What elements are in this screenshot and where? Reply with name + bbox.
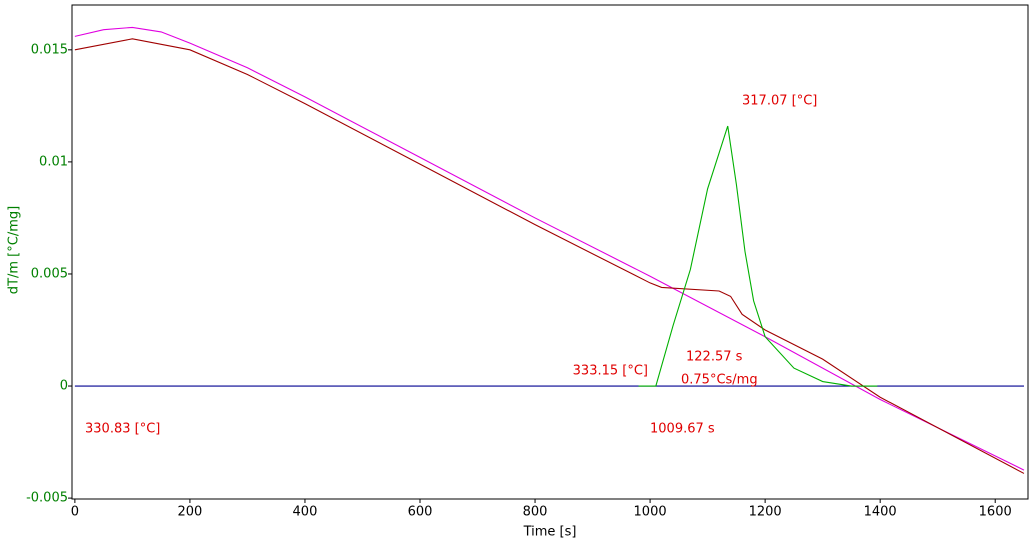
x-tick-label: 600: [408, 505, 433, 520]
annotation: 330.83 [°C]: [85, 422, 160, 437]
x-tick-label: 400: [293, 505, 318, 520]
data-line: [74, 38, 1025, 474]
annotation: 333.15 [°C]: [573, 364, 648, 379]
y-tick-label: 0.01: [39, 154, 68, 169]
plot-frame: [71, 4, 1029, 500]
annotation: 0.75°Cs/mg: [681, 373, 758, 388]
x-axis-label: Time [s]: [523, 525, 577, 540]
x-tick-label: 800: [523, 505, 548, 520]
x-tick-label: 200: [178, 505, 203, 520]
y-tick-label: -0.005: [26, 491, 68, 506]
y-tick-label: 0: [60, 379, 68, 394]
annotation: 317.07 [°C]: [742, 94, 817, 109]
y-axis-label: dT/m [°C/mg]: [7, 206, 22, 294]
x-tick-label: 1000: [634, 505, 667, 520]
x-tick-label: 0: [71, 505, 79, 520]
data-line: [638, 125, 878, 387]
y-tick-label: 0.015: [31, 42, 68, 57]
annotation: 1009.67 s: [650, 422, 715, 437]
annotation: 122.57 s: [686, 350, 743, 365]
x-tick-label: 1400: [864, 505, 897, 520]
x-tick-label: 1200: [749, 505, 782, 520]
x-tick-label: 1600: [979, 505, 1012, 520]
y-tick-label: 0.005: [31, 266, 68, 281]
data-line: [74, 26, 1025, 471]
